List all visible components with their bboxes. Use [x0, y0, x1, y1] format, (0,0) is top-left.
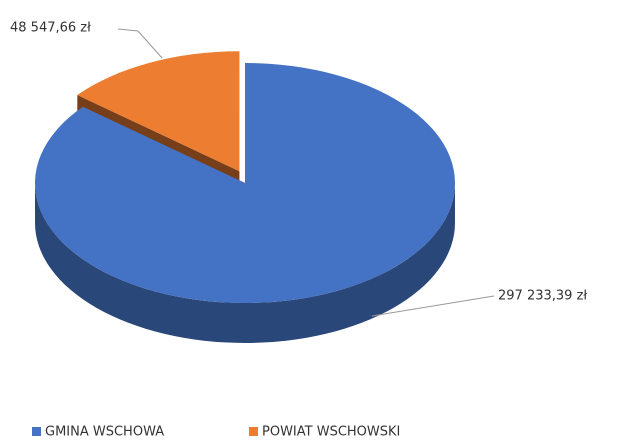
legend-label: POWIAT WSCHOWSKI — [262, 425, 400, 440]
slice — [35, 63, 456, 303]
leader-line — [117, 28, 139, 32]
data-label: 297 233,39 zł — [498, 289, 587, 304]
slice-side — [35, 183, 455, 343]
legend-swatch — [249, 427, 258, 436]
data-label: 48 547,66 zł — [10, 21, 91, 36]
pie — [35, 51, 456, 343]
legend-swatch — [32, 427, 41, 436]
legend: GMINA WSCHOWA POWIAT WSCHOWSKI — [32, 425, 400, 440]
legend-label: GMINA WSCHOWA — [45, 425, 164, 440]
leader-line — [371, 295, 495, 317]
slice — [77, 51, 240, 172]
leader-line — [137, 30, 163, 59]
